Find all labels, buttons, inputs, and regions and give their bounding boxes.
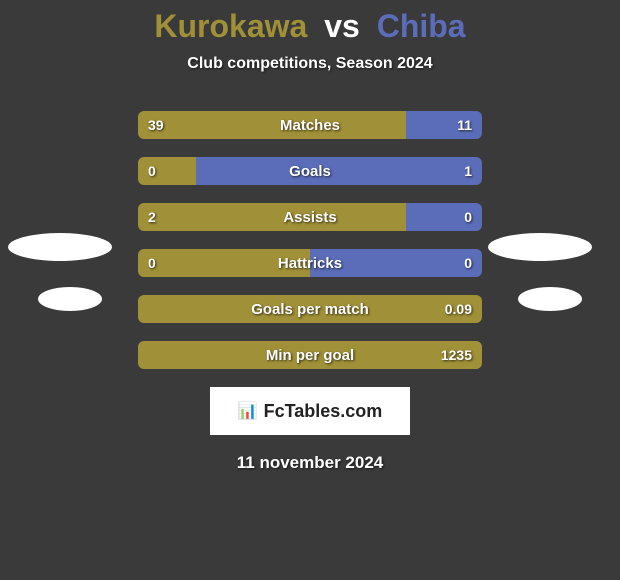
stat-label: Min per goal xyxy=(138,341,482,369)
stat-row: 39Matches11 xyxy=(138,111,482,139)
vs-text: vs xyxy=(324,8,360,44)
stat-bars: 39Matches110Goals12Assists00Hattricks0Go… xyxy=(138,111,482,369)
decorative-oval xyxy=(518,287,582,311)
player1-name: Kurokawa xyxy=(154,8,307,44)
stat-label: Assists xyxy=(138,203,482,231)
stat-label: Matches xyxy=(138,111,482,139)
title: Kurokawa vs Chiba xyxy=(0,8,620,45)
decorative-oval xyxy=(488,233,592,261)
chart-icon: 📊 xyxy=(238,401,258,421)
comparison-card: Kurokawa vs Chiba Club competitions, Sea… xyxy=(0,0,620,473)
stat-right-value: 0.09 xyxy=(445,295,472,323)
stat-row: 0Hattricks0 xyxy=(138,249,482,277)
player2-name: Chiba xyxy=(377,8,466,44)
stat-row: 2Assists0 xyxy=(138,203,482,231)
stats-area: 39Matches110Goals12Assists00Hattricks0Go… xyxy=(0,111,620,369)
stat-row: Min per goal1235 xyxy=(138,341,482,369)
subtitle: Club competitions, Season 2024 xyxy=(0,55,620,73)
stat-label: Goals xyxy=(138,157,482,185)
decorative-oval xyxy=(38,287,102,311)
stat-right-value: 0 xyxy=(464,249,472,277)
stat-right-value: 11 xyxy=(457,111,472,139)
stat-right-value: 0 xyxy=(464,203,472,231)
date-text: 11 november 2024 xyxy=(0,453,620,473)
stat-right-value: 1235 xyxy=(441,341,472,369)
logo-box: 📊 FcTables.com xyxy=(210,387,410,435)
stat-label: Hattricks xyxy=(138,249,482,277)
stat-row: 0Goals1 xyxy=(138,157,482,185)
decorative-oval xyxy=(8,233,112,261)
logo-text: FcTables.com xyxy=(264,401,383,422)
stat-row: Goals per match0.09 xyxy=(138,295,482,323)
stat-label: Goals per match xyxy=(138,295,482,323)
stat-right-value: 1 xyxy=(464,157,472,185)
